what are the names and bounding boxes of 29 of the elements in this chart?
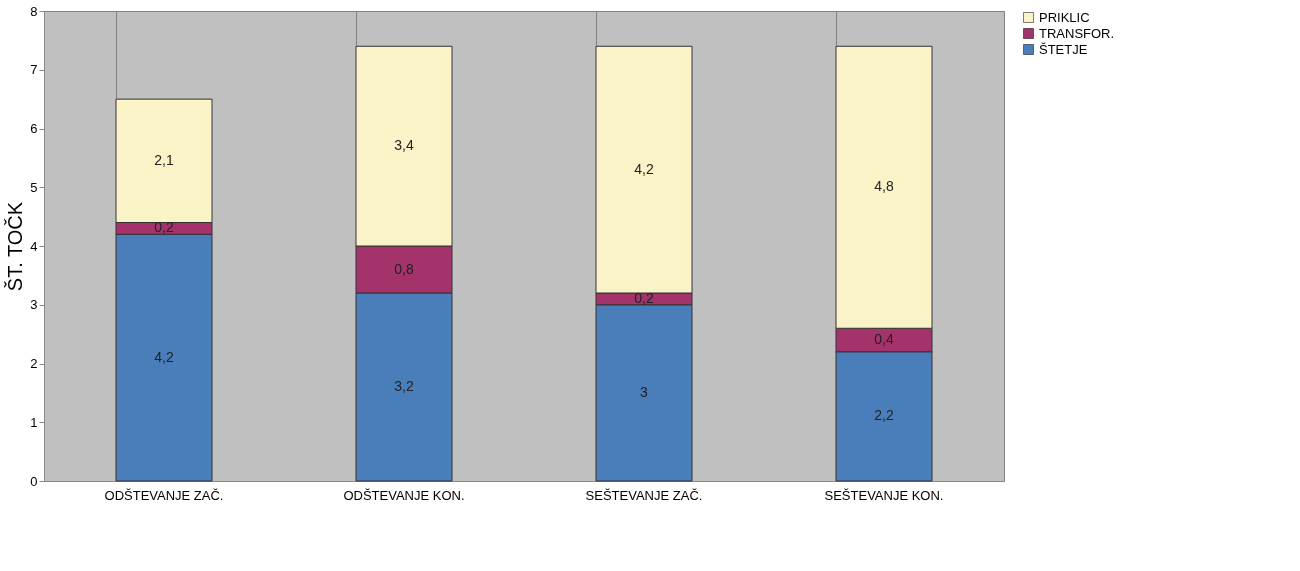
y-tick-label: 3 [30,297,38,313]
y-tick-label: 7 [30,62,38,78]
y-axis-title: ŠT. TOČK [4,201,27,292]
y-tick-label: 0 [30,473,38,489]
x-tick-label: SEŠTEVANJE KON. [824,487,944,503]
data-label: 3 [640,383,649,400]
y-tick-label: 1 [30,414,38,430]
legend-label: PRIKLIC [1039,9,1090,25]
x-tick-label: ODŠTEVANJE ZAČ. [104,487,224,503]
data-label: 2,1 [154,151,174,168]
data-label: 2,2 [874,407,894,424]
y-tick-label: 4 [30,238,38,254]
y-tick-label: 8 [30,3,38,19]
y-tick-label: 6 [30,121,38,136]
x-tick-label: ODŠTEVANJE KON. [343,487,465,503]
data-label: 3,2 [394,378,414,394]
legend-label: ŠTETJE [1039,41,1088,57]
data-label: 0,4 [874,331,894,347]
data-label: 4,2 [154,348,174,365]
data-label: 4,8 [874,178,894,195]
data-label: 0,2 [154,219,174,236]
y-tick-label: 5 [30,179,38,195]
data-label: 3,4 [394,137,414,154]
data-label: 0,2 [634,289,654,306]
x-tick-label: SEŠTEVANJE ZAČ. [585,487,703,503]
data-label: 4,2 [634,160,654,177]
legend-label: TRANSFOR. [1039,25,1115,41]
data-label: 0,8 [394,260,414,277]
y-tick-label: 2 [30,356,38,371]
